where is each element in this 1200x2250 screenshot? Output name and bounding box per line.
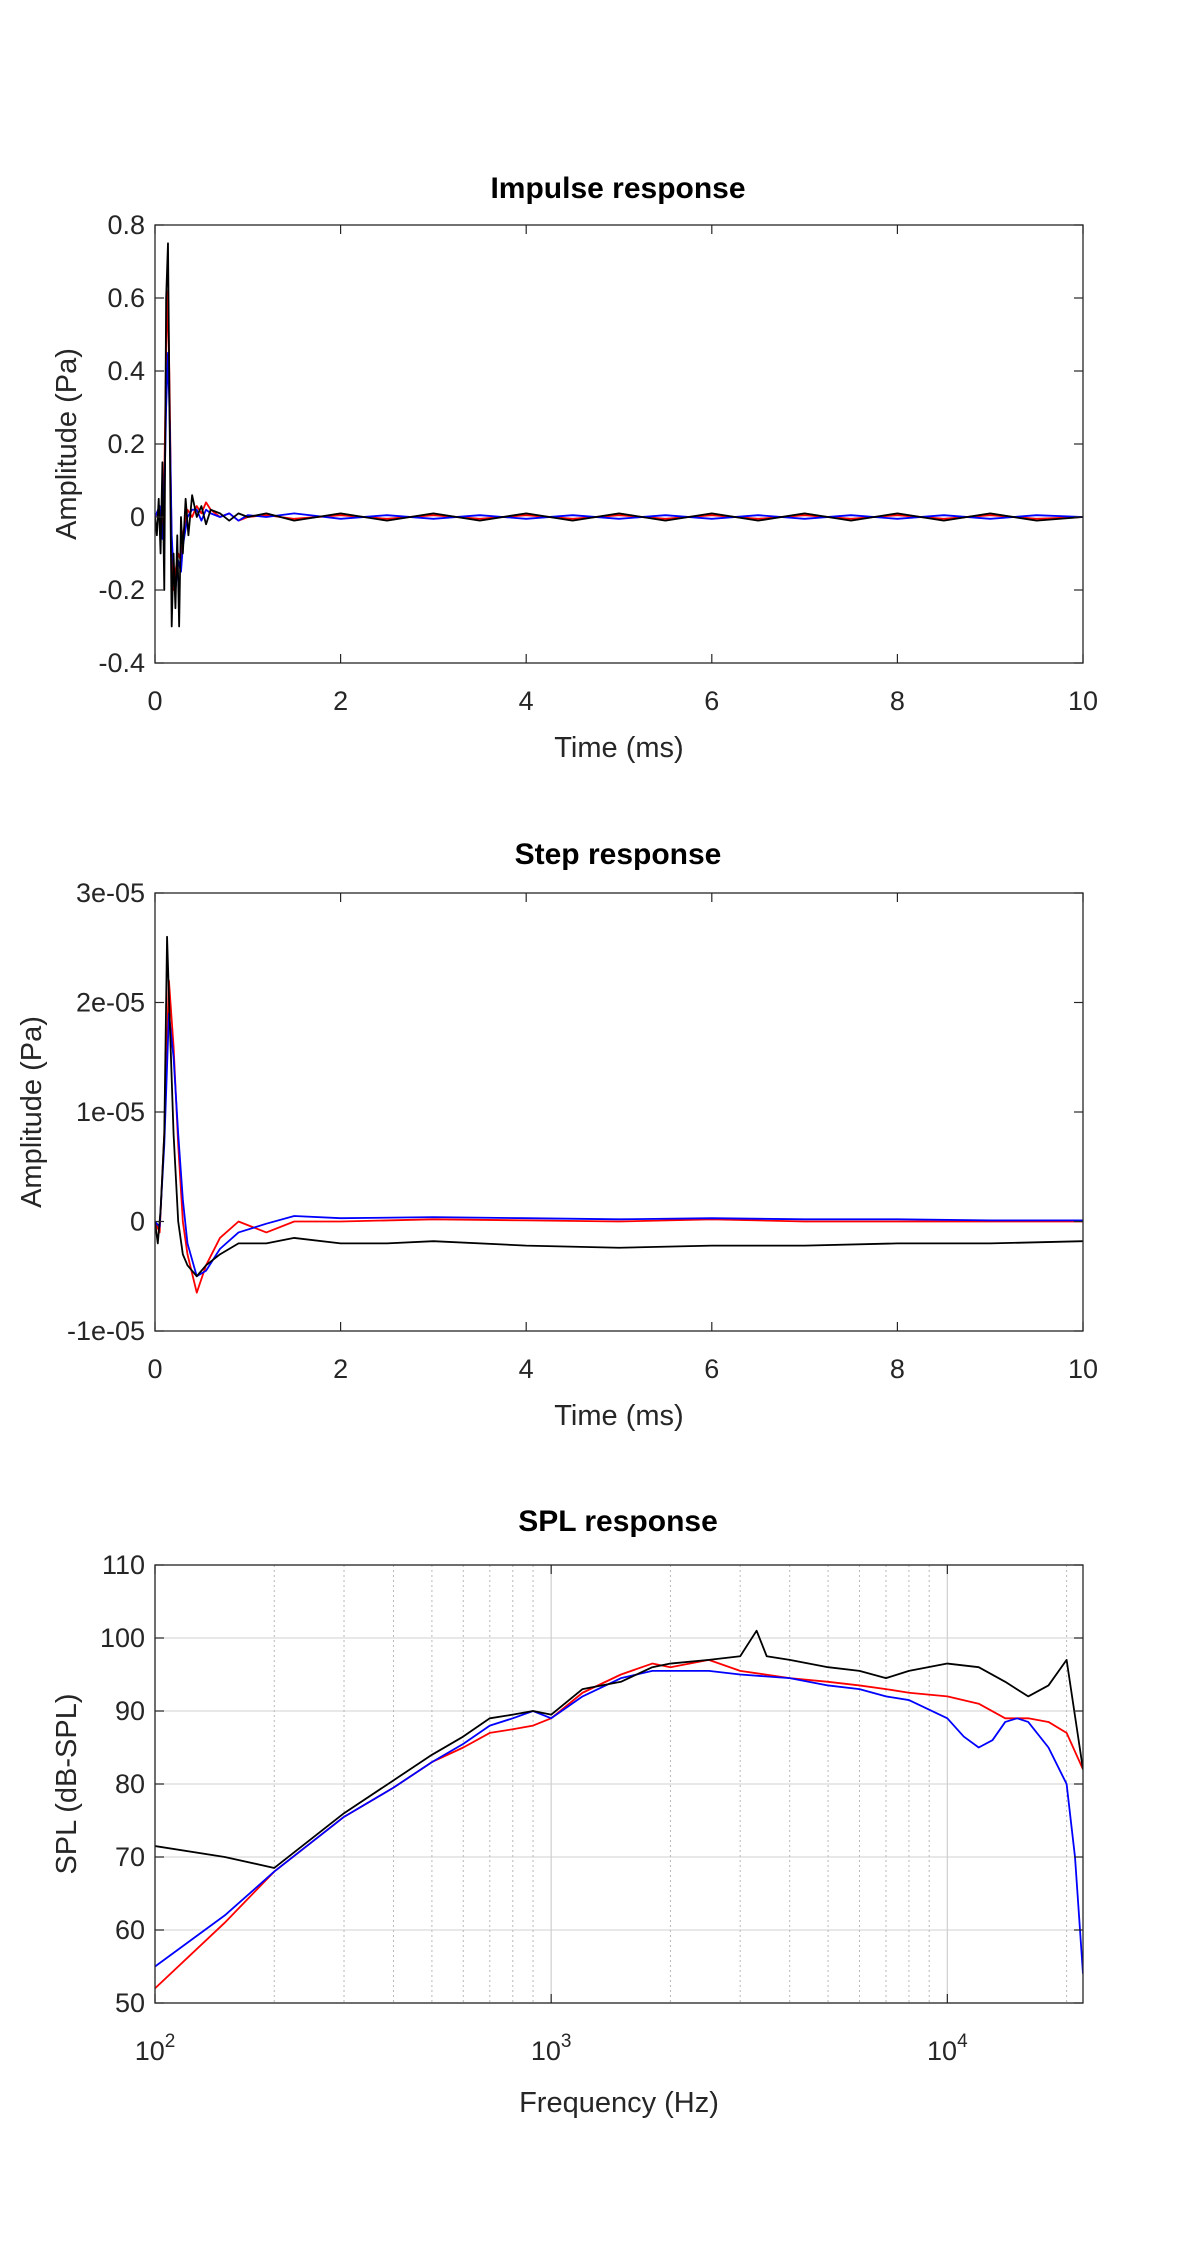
tick-marks <box>154 1564 1083 2004</box>
x-axis-label: Frequency (Hz) <box>519 2087 719 2119</box>
y-tick-label: 50 <box>115 1988 145 2018</box>
impulse-response-panel: Impulse response 0 2 4 6 8 10 -0.4 -0.2 0 0.2 0.4… <box>51 172 1098 764</box>
blue-series-line <box>155 1669 1083 1974</box>
x-tick-label: 4 <box>519 686 534 716</box>
x-tick-label: 6 <box>704 686 719 716</box>
black-series-line <box>155 242 1083 628</box>
x-tick-labels: 0 2 4 6 8 10 <box>147 686 1098 716</box>
y-tick-label: 110 <box>102 1550 145 1580</box>
step-response-panel: Step response 0 2 4 6 8 10 -1e-0501e-052e-053… <box>16 838 1098 1432</box>
black-series-line <box>155 1629 1083 1869</box>
y-tick-label: -0.2 <box>98 575 145 605</box>
blue-series-line <box>155 1012 1083 1278</box>
y-tick-label: 80 <box>115 1769 145 1799</box>
y-tick-label: -0.4 <box>98 648 145 678</box>
red-series-line <box>155 979 1083 1294</box>
series-group <box>155 242 1083 628</box>
x-tick-label: 8 <box>890 686 905 716</box>
series-group <box>155 935 1083 1294</box>
y-axis-label: Amplitude (Pa) <box>51 348 83 540</box>
x-tick-labels: 0 2 4 6 8 10 <box>147 1354 1098 1384</box>
y-tick-label: 0.6 <box>107 283 145 313</box>
x-tick-label: 104 <box>927 2031 968 2066</box>
series-group <box>155 1629 1083 1990</box>
y-tick-label: 2e-05 <box>76 988 145 1018</box>
x-tick-label: 102 <box>135 2031 176 2066</box>
y-tick-labels: -1e-05 0 1e-05 2e-05 3e-05 <box>67 878 145 1346</box>
y-axis-label: SPL (dB-SPL) <box>51 1693 83 1874</box>
y-tick-labels: -0.4 -0.2 0 0.2 0.4 0.6 0.8 <box>98 210 145 678</box>
x-tick-label: 2 <box>333 686 348 716</box>
y-tick-label: 3e-05 <box>76 878 145 908</box>
y-tick-label: 0.4 <box>107 356 145 386</box>
y-tick-label: 90 <box>115 1696 145 1726</box>
x-axis-label: Time (ms) <box>554 1400 683 1432</box>
y-tick-label: 0 <box>130 1207 145 1237</box>
x-tick-label: 6 <box>704 1354 719 1384</box>
spl-response-panel: SPL response 102 103 104 5060708090100110 … <box>51 1505 1084 2119</box>
x-axis-label: Time (ms) <box>554 732 683 764</box>
x-tick-label: 2 <box>333 1354 348 1384</box>
y-tick-label: -1e-05 <box>67 1316 145 1346</box>
y-tick-label: 0.2 <box>107 429 145 459</box>
x-tick-label: 10 <box>1068 1354 1098 1384</box>
x-tick-label: 4 <box>519 1354 534 1384</box>
y-tick-label: 1e-05 <box>76 1097 145 1127</box>
x-tick-label: 0 <box>147 1354 162 1384</box>
y-axis-label: Amplitude (Pa) <box>16 1016 48 1208</box>
chart-title: Step response <box>515 838 722 871</box>
x-tick-label: 8 <box>890 1354 905 1384</box>
chart-title: Impulse response <box>490 172 745 205</box>
y-tick-label: 100 <box>100 1623 145 1653</box>
tick-marks <box>154 892 1084 1332</box>
y-tick-label: 70 <box>115 1842 145 1872</box>
y-tick-label: 0 <box>130 502 145 532</box>
y-tick-label: 0.8 <box>107 210 145 240</box>
y-tick-labels: 50 60 70 80 90 100 110 <box>100 1550 145 2018</box>
y-tick-label: 60 <box>115 1915 145 1945</box>
chart-title: SPL response <box>518 1505 718 1538</box>
x-tick-label: 10 <box>1068 686 1098 716</box>
black-series-line <box>155 935 1083 1278</box>
tick-marks <box>154 224 1084 664</box>
x-tick-labels: 102 103 104 <box>135 2031 968 2066</box>
x-tick-label: 0 <box>147 686 162 716</box>
x-tick-label: 103 <box>531 2031 572 2066</box>
